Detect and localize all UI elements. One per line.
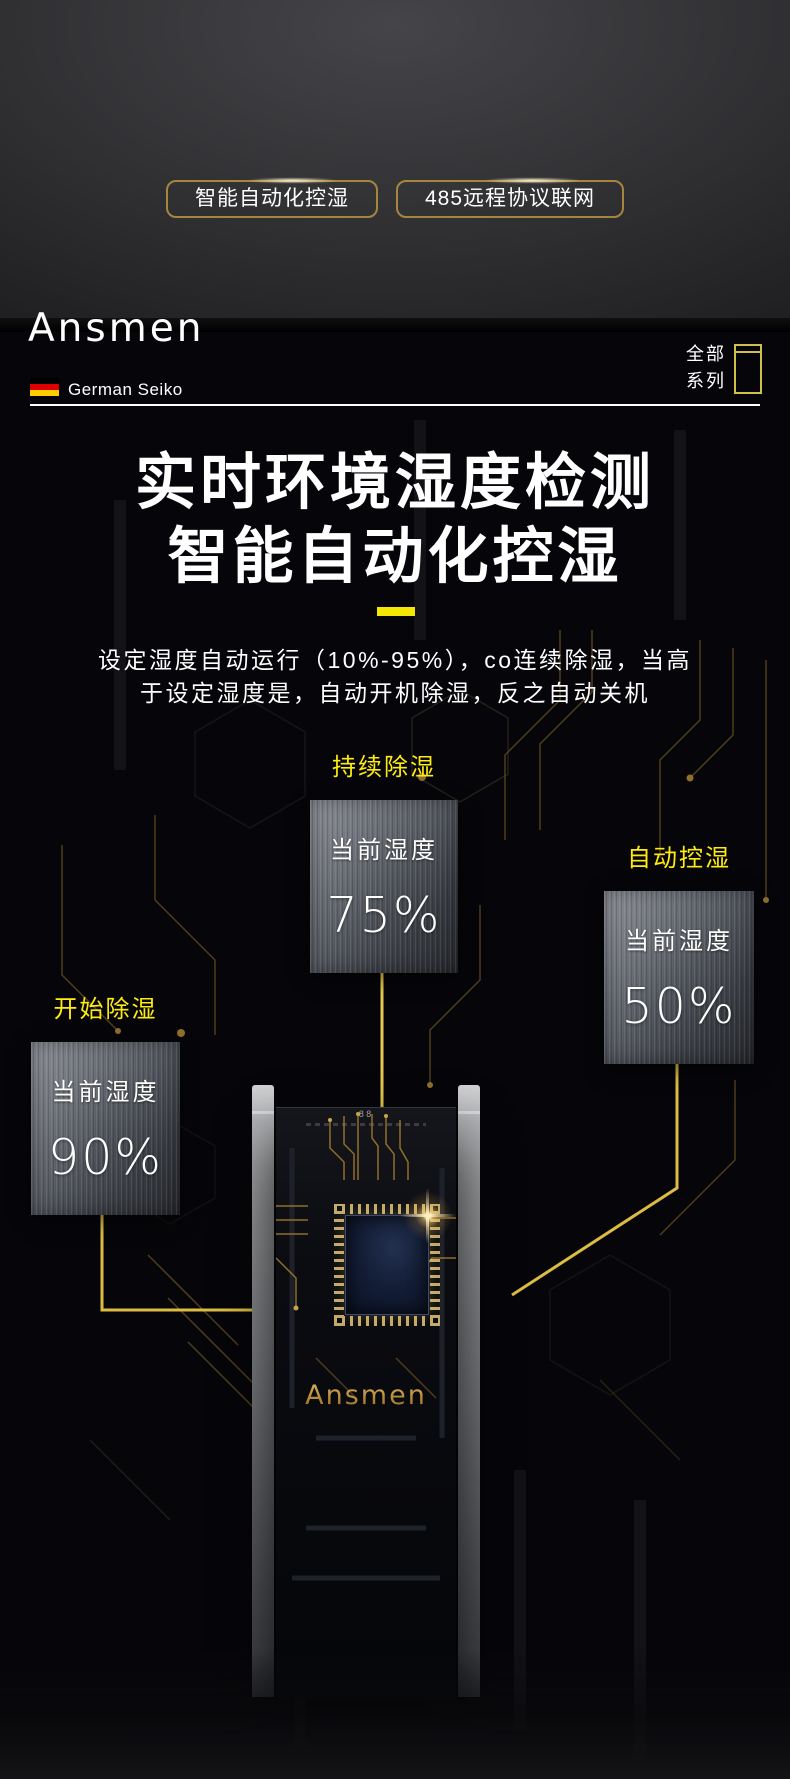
humidity-group-continuous: 持续除湿 当前湿度 75% [310,747,458,973]
group-label: 开始除湿 [53,996,158,1023]
catalog-icon[interactable] [734,344,762,394]
product-device: 88 [252,1085,480,1705]
german-flag-icon [30,378,59,396]
nav-all-series-line2[interactable]: 系列 [686,371,726,391]
chip-body [345,1215,429,1315]
section-paragraph-line1: 设定湿度自动运行（10%-95%），co连续除湿，当高 [97,647,693,673]
card-value: 90% [48,1128,163,1186]
device-logo: Ansmen [276,1380,456,1411]
device-top-marking: 88 [358,1110,374,1120]
brand-subtitle: German Seiko [68,380,183,399]
section-heading-line2: 智能自动化控湿 [167,521,623,592]
card-value: 50% [621,977,737,1035]
card-caption: 当前湿度 [51,1078,160,1106]
humidity-card: 当前湿度 50% [604,891,754,1064]
device-spec-row [306,1123,426,1126]
group-label: 自动控湿 [627,845,731,872]
card-value: 75% [326,886,442,944]
nav-all-series[interactable]: 全部 系列 [686,341,726,395]
hero-badges: 智能自动化控湿 485远程协议联网 [0,180,790,218]
card-caption: 当前湿度 [330,836,438,864]
section-paragraph-line2: 于设定湿度是，自动开机除湿，反之自动关机 [140,680,650,706]
nav-all-series-line1[interactable]: 全部 [686,344,726,364]
humidity-card: 当前湿度 90% [31,1042,180,1215]
section-heading-line1: 实时环境湿度检测 [134,447,655,518]
device-panel: 88 [276,1107,456,1699]
humidity-group-auto: 自动控湿 当前湿度 50% [604,838,754,1064]
heading-underline [377,607,415,616]
humidity-group-start: 开始除湿 当前湿度 90% [31,989,180,1215]
hero-title: 智能控湿 远程联网 [58,69,732,155]
card-caption: 当前湿度 [625,927,733,955]
device-chip [334,1188,456,1326]
group-label: 持续除湿 [332,754,436,781]
humidity-card: 当前湿度 75% [310,800,458,973]
device-circuit-art [276,1112,456,1581]
device-rail-left [252,1085,274,1697]
badge-485-network: 485远程协议联网 [395,180,625,218]
device-rail-right [458,1085,480,1697]
badge-smart-humidity: 智能自动化控湿 [165,180,378,218]
brand-logo: Ansmen [28,306,205,351]
hero-section: 智能控湿 远程联网 智能自动化控湿 485远程协议联网 [0,0,790,332]
header-divider [30,404,760,406]
